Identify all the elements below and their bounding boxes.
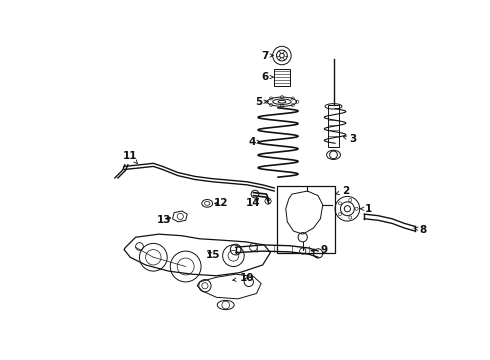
Text: 10: 10 xyxy=(233,273,254,283)
Text: 8: 8 xyxy=(414,225,426,235)
Bar xyxy=(276,186,335,253)
Text: 1: 1 xyxy=(360,204,372,214)
Text: 11: 11 xyxy=(123,150,138,163)
Text: 7: 7 xyxy=(261,50,273,60)
Text: 3: 3 xyxy=(343,134,356,144)
Text: 2: 2 xyxy=(336,186,349,196)
Bar xyxy=(328,105,339,147)
Text: 15: 15 xyxy=(205,250,220,260)
Text: 5: 5 xyxy=(255,97,268,107)
Text: 12: 12 xyxy=(214,198,228,208)
Text: 14: 14 xyxy=(246,198,261,208)
Bar xyxy=(274,69,290,86)
Text: 4: 4 xyxy=(248,137,260,147)
Text: 6: 6 xyxy=(261,72,274,82)
Text: 13: 13 xyxy=(157,215,172,225)
Text: 9: 9 xyxy=(311,244,328,255)
